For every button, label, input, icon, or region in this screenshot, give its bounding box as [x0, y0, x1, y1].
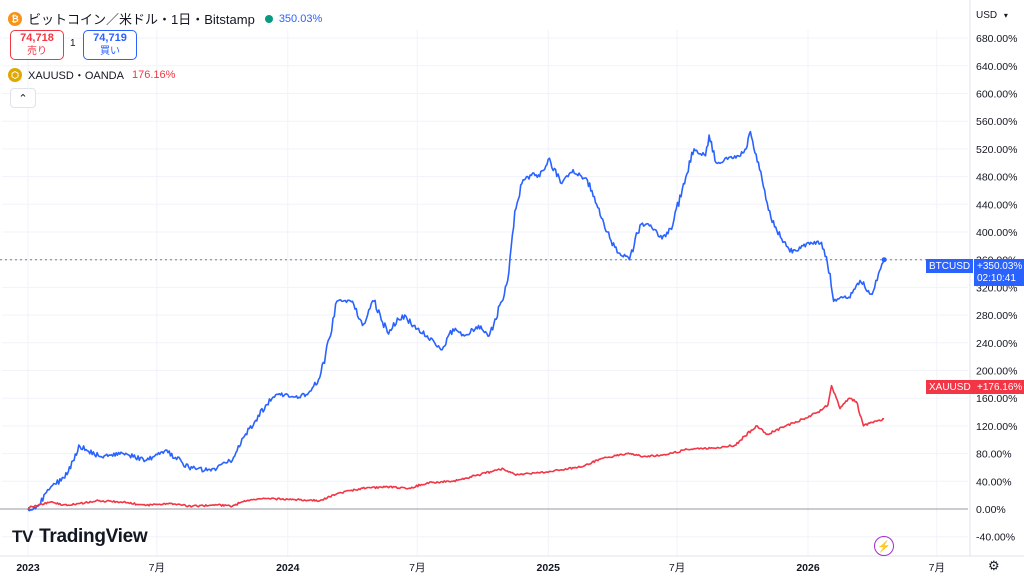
tradingview-wordmark: TradingView	[39, 526, 148, 547]
sell-price: 74,718	[20, 32, 54, 44]
btc-tag-value: +350.03%	[977, 260, 1023, 272]
xau-symbol-tag: XAUUSD	[926, 380, 974, 394]
tradingview-logo[interactable]: TV TradingView	[12, 526, 148, 548]
btc-symbol-tag: BTCUSD	[926, 259, 974, 273]
btc-tag-countdown: 02:10:41	[977, 272, 1016, 284]
xau-tag-symbol: XAUUSD	[929, 381, 971, 393]
main-symbol-legend[interactable]: ₿ ビットコイン／米ドル・1日・Bitstamp 350.03%	[8, 9, 322, 28]
compare-symbol-change: 176.16%	[131, 69, 176, 81]
x-tick-label: 7月	[149, 562, 165, 574]
btcusd-series-line	[27, 130, 885, 512]
y-tick-label: 400.00%	[976, 227, 1017, 239]
market-status-dot	[264, 14, 273, 23]
btc-value-tag: +350.03% 02:10:41	[974, 259, 1024, 286]
buy-button[interactable]: 74,719 買い	[83, 30, 137, 60]
btcusd-last-point	[881, 257, 887, 263]
x-tick-label: 2023	[16, 562, 40, 574]
gridlines	[2, 30, 968, 556]
y-tick-label: 40.00%	[976, 476, 1012, 488]
y-tick-label: 280.00%	[976, 310, 1017, 322]
x-tick-label: 7月	[669, 562, 685, 574]
y-tick-label: 680.00%	[976, 33, 1017, 45]
x-tick-label: 2026	[796, 562, 820, 574]
chevron-up-icon: ⌃	[18, 92, 28, 105]
y-tick-label: 440.00%	[976, 199, 1017, 211]
bitcoin-icon: ₿	[8, 11, 22, 26]
x-tick-label: 7月	[929, 562, 945, 574]
currency-label: USD	[976, 10, 998, 21]
y-tick-label: 120.00%	[976, 421, 1017, 433]
currency-selector[interactable]: USD ▾	[976, 10, 1008, 21]
main-symbol-change: 350.03%	[278, 12, 323, 25]
y-tick-label: 240.00%	[976, 338, 1017, 350]
compare-symbol-legend[interactable]: ⬡ XAUUSD・OANDA 176.16%	[8, 67, 175, 83]
buy-price: 74,719	[93, 32, 127, 44]
x-tick-label: 2025	[537, 562, 561, 574]
y-tick-label: 600.00%	[976, 89, 1017, 101]
y-tick-label: 640.00%	[976, 61, 1017, 73]
time-axis: 2023 7月 2024 7月 2025 7月 2026 7月	[16, 562, 945, 574]
y-tick-label: 0.00%	[976, 504, 1006, 516]
x-tick-label: 7月	[409, 562, 425, 574]
xauusd-series-line	[27, 384, 885, 509]
buy-label: 買い	[100, 46, 120, 57]
y-tick-label: -40.00%	[976, 532, 1015, 544]
chevron-down-icon: ▾	[1003, 11, 1008, 20]
main-symbol-title: ビットコイン／米ドル・1日・Bitstamp	[28, 12, 255, 27]
y-tick-label: 520.00%	[976, 144, 1017, 156]
sell-button[interactable]: 74,718 売り	[10, 30, 64, 60]
compare-symbol-title: XAUUSD・OANDA	[28, 70, 124, 82]
x-tick-label: 2024	[276, 562, 300, 574]
series-lines	[27, 130, 887, 512]
collapse-legend-button[interactable]: ⌃	[10, 88, 36, 108]
sell-label: 売り	[27, 46, 47, 57]
price-axis: 680.00% 640.00% 600.00% 560.00% 520.00% 480.0…	[0, 0, 1024, 557]
y-tick-label: 560.00%	[976, 116, 1017, 128]
xau-value-tag: +176.16%	[974, 380, 1024, 394]
lightning-icon[interactable]: ⚡	[874, 536, 894, 556]
y-tick-label: 80.00%	[976, 449, 1012, 461]
btc-tag-symbol: BTCUSD	[929, 260, 971, 272]
y-tick-label: 480.00%	[976, 172, 1017, 184]
gold-icon: ⬡	[8, 68, 22, 82]
xau-tag-value: +176.16%	[977, 381, 1023, 393]
tradingview-mark-icon: TV	[12, 527, 34, 546]
y-tick-label: 160.00%	[976, 393, 1017, 405]
y-tick-label: 200.00%	[976, 366, 1017, 378]
spread-value: 1	[70, 38, 76, 49]
gear-icon[interactable]: ⚙	[988, 558, 1000, 573]
